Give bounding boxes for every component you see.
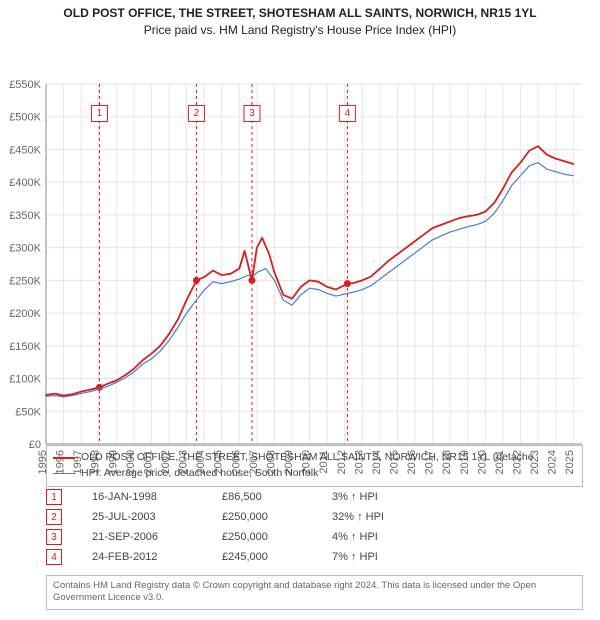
events-table: 116-JAN-1998£86,5003% ↑ HPI225-JUL-2003£…	[46, 487, 583, 567]
svg-text:£50K: £50K	[15, 406, 41, 418]
svg-text:£550K: £550K	[9, 79, 41, 91]
svg-text:£200K: £200K	[9, 308, 41, 320]
svg-text:£100K: £100K	[9, 374, 41, 386]
svg-text:£450K: £450K	[9, 144, 41, 156]
event-row: 424-FEB-2012£245,0007% ↑ HPI	[46, 547, 583, 567]
svg-text:£250K: £250K	[9, 275, 41, 287]
svg-text:3: 3	[249, 108, 255, 119]
svg-text:2: 2	[194, 108, 200, 119]
svg-text:1: 1	[97, 108, 103, 119]
chart-title-block: OLD POST OFFICE, THE STREET, SHOTESHAM A…	[0, 0, 600, 38]
chart-title: OLD POST OFFICE, THE STREET, SHOTESHAM A…	[0, 6, 600, 21]
svg-text:£300K: £300K	[9, 243, 41, 255]
attribution-text: Contains HM Land Registry data © Crown c…	[53, 580, 536, 603]
svg-text:£0: £0	[29, 439, 41, 451]
event-row: 225-JUL-2003£250,00032% ↑ HPI	[46, 507, 583, 527]
svg-text:£150K: £150K	[9, 341, 41, 353]
event-row: 321-SEP-2006£250,0004% ↑ HPI	[46, 527, 583, 547]
legend: OLD POST OFFICE, THE STREET, SHOTESHAM A…	[46, 445, 583, 487]
event-row: 116-JAN-1998£86,5003% ↑ HPI	[46, 487, 583, 507]
chart-subtitle: Price paid vs. HM Land Registry's House …	[0, 23, 600, 38]
svg-text:£500K: £500K	[9, 112, 41, 124]
legend-item: HPI: Average price, detached house, Sout…	[53, 466, 576, 482]
price-chart: £0 £50K £100K £150K £200K £250K £300K £350K £400…	[0, 38, 600, 479]
svg-text:£400K: £400K	[9, 177, 41, 189]
svg-text:£350K: £350K	[9, 210, 41, 222]
svg-text:4: 4	[345, 108, 351, 119]
attribution-box: Contains HM Land Registry data © Crown c…	[46, 575, 583, 610]
legend-item: OLD POST OFFICE, THE STREET, SHOTESHAM A…	[53, 450, 576, 466]
